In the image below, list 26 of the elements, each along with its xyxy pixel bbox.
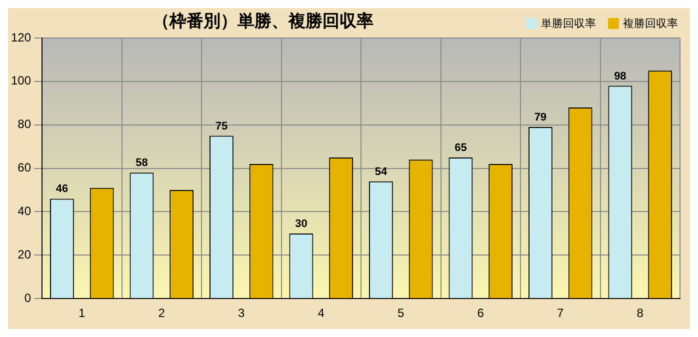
- data-label: 75: [215, 120, 228, 132]
- data-label: 30: [295, 218, 308, 230]
- x-tick-label: 1: [78, 306, 86, 320]
- data-label: 58: [136, 157, 148, 170]
- x-tick-label: 8: [636, 306, 644, 320]
- y-tick-label: 20: [18, 247, 32, 262]
- data-label: 79: [534, 112, 547, 124]
- y-tick-label: 0: [24, 290, 32, 305]
- data-label: 46: [56, 183, 68, 196]
- x-tick-label: 5: [398, 306, 405, 320]
- chart-title: （枠番別）単勝、複勝回収率: [152, 11, 374, 32]
- data-label: 98: [614, 70, 626, 82]
- legend-label: 複勝回収率: [623, 16, 678, 31]
- y-tick-label: 80: [18, 117, 32, 132]
- y-tick-label: 60: [18, 160, 32, 175]
- y-tick-label: 120: [10, 30, 32, 44]
- legend-label: 単勝回収率: [541, 16, 596, 31]
- x-tick-label: 3: [238, 306, 246, 320]
- x-tick-label: 6: [477, 306, 484, 320]
- x-tick-label: 2: [158, 306, 166, 320]
- data-label: 65: [454, 142, 467, 154]
- x-tick-label: 4: [318, 306, 325, 320]
- y-tick-label: 40: [18, 204, 32, 218]
- x-tick-label: 7: [557, 306, 564, 320]
- y-tick-label: 100: [10, 74, 32, 88]
- data-label: 54: [374, 166, 388, 178]
